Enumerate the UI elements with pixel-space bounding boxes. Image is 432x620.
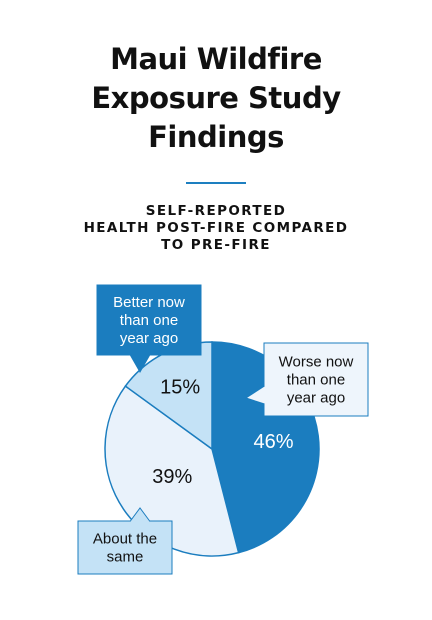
callout-label-better-line-3: year ago xyxy=(120,330,178,347)
callout-box-same xyxy=(77,520,173,575)
callout-box-better xyxy=(96,284,202,356)
callout-pointer-same xyxy=(129,507,151,522)
title-divider xyxy=(186,182,246,184)
chart-title: Maui Wildfire Exposure Study Findings xyxy=(0,40,432,157)
value-label-better: 15% xyxy=(160,377,200,399)
callout-label-worse-line-1: Worse now xyxy=(279,354,354,371)
subtitle-line-3: TO PRE-FIRE xyxy=(161,237,271,253)
callout-box-worse xyxy=(263,342,369,417)
title-line-3: Findings xyxy=(148,120,284,154)
subtitle-line-1: SELF-REPORTED xyxy=(145,203,287,219)
title-line-2: Exposure Study xyxy=(91,81,341,115)
callout-label-worse-line-3: year ago xyxy=(287,390,345,407)
chart-subtitle: SELF-REPORTED HEALTH POST-FIRE COMPARED … xyxy=(0,203,432,254)
callout-label-worse-line-2: than one xyxy=(287,372,345,389)
subtitle-line-2: HEALTH POST-FIRE COMPARED xyxy=(83,220,349,236)
callout-label-same-line-1: About the xyxy=(93,531,157,548)
callout-label-same-line-2: same xyxy=(107,549,144,566)
callout-label-better-line-1: Better now xyxy=(113,294,185,311)
value-label-same: 39% xyxy=(152,466,192,488)
callout-label-better-line-2: than one xyxy=(120,312,178,329)
title-line-1: Maui Wildfire xyxy=(110,42,322,76)
value-label-worse: 46% xyxy=(253,431,293,453)
callout-pointer-worse xyxy=(244,385,265,405)
callout-pointer-better xyxy=(129,354,151,374)
